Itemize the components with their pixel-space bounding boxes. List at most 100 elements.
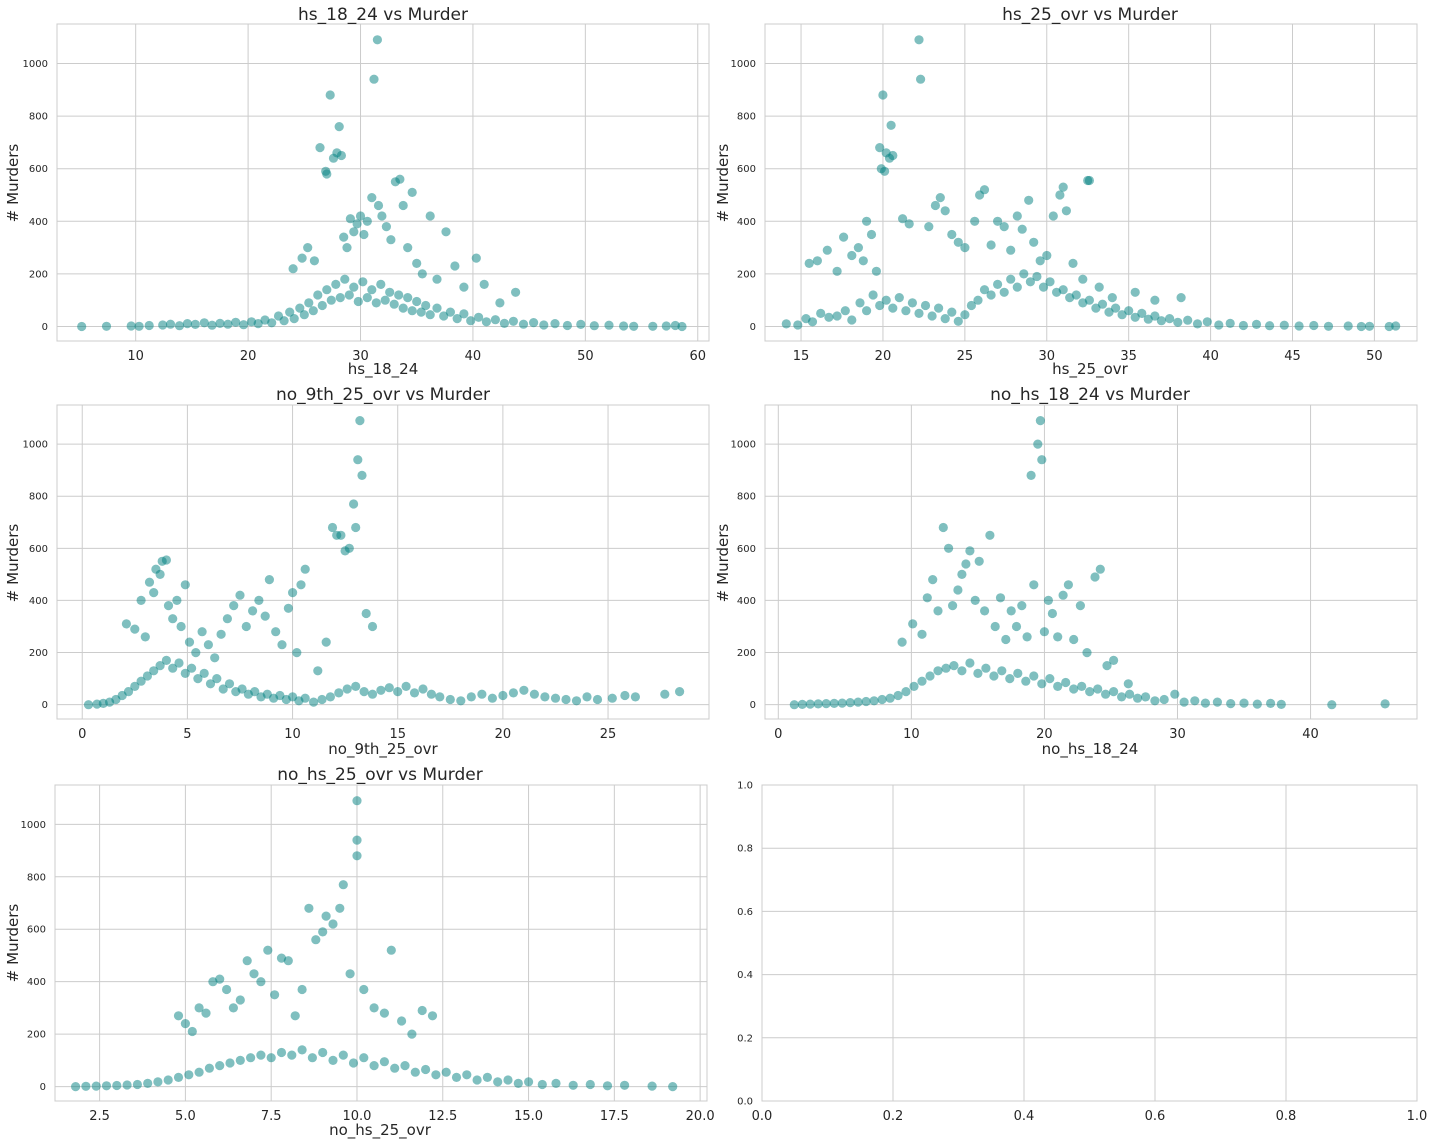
chart-title: hs_18_24 vs Murder (298, 5, 468, 25)
data-point (1279, 320, 1289, 330)
data-point (132, 1079, 142, 1090)
data-point (985, 530, 995, 540)
data-point (143, 1078, 153, 1088)
data-point (288, 264, 298, 274)
data-point (973, 295, 983, 305)
data-point (875, 143, 885, 153)
data-point (551, 1078, 561, 1088)
data-point (471, 253, 481, 263)
data-point (894, 293, 904, 303)
data-point (829, 698, 839, 709)
x-tick-label: 45 (1284, 349, 1301, 364)
data-point (481, 317, 491, 327)
data-point (1069, 684, 1079, 694)
x-tick-label: 35 (1120, 349, 1137, 364)
data-point (1001, 634, 1011, 645)
y-tick-label: 200 (29, 269, 48, 280)
x-tick-label: 10 (284, 727, 301, 742)
data-point (456, 696, 466, 706)
data-point (1094, 282, 1104, 292)
data-point (216, 629, 226, 639)
data-point (355, 416, 365, 426)
data-point (1239, 698, 1249, 708)
data-point (550, 319, 560, 329)
x-tick-label: 15 (793, 349, 810, 364)
data-point (885, 693, 895, 703)
data-point (1029, 580, 1039, 590)
data-point (813, 699, 823, 709)
x-tick-label: 0.4 (1014, 1109, 1035, 1124)
data-point (401, 681, 411, 692)
y-tick-label: 1.0 (737, 781, 753, 792)
data-point (416, 307, 426, 317)
data-point (410, 1067, 420, 1077)
data-point (539, 320, 549, 330)
data-point (781, 319, 791, 329)
data-point (1190, 696, 1200, 706)
data-point (1170, 689, 1180, 699)
data-point (886, 120, 896, 130)
data-point (359, 229, 369, 240)
data-point (389, 299, 399, 309)
data-point (960, 243, 970, 253)
data-point (304, 903, 314, 913)
data-point (973, 668, 983, 679)
data-point (325, 90, 335, 100)
chart-title: no_9th_25_ovr vs Murder (276, 385, 490, 405)
data-point (938, 522, 948, 533)
data-point (518, 319, 529, 329)
data-point (853, 243, 864, 253)
data-point (345, 214, 355, 224)
data-point (630, 692, 641, 702)
data-point (940, 206, 950, 216)
data-point (1084, 295, 1094, 305)
y-tick-label: 200 (29, 648, 48, 659)
data-point (322, 169, 332, 179)
data-point (264, 575, 274, 585)
data-point (845, 698, 855, 708)
data-point (965, 658, 975, 668)
data-point (840, 306, 850, 316)
y-tick-label: 0.8 (737, 844, 753, 855)
data-point (172, 595, 182, 606)
data-point (1125, 689, 1135, 699)
data-point (270, 990, 280, 1000)
data-point (1029, 671, 1039, 681)
data-point (675, 687, 685, 697)
data-point (508, 316, 518, 326)
y-tick-label: 600 (29, 164, 48, 175)
data-point (355, 211, 366, 221)
y-tick-label: 400 (27, 977, 46, 988)
data-point (256, 977, 266, 987)
data-point (907, 298, 918, 308)
data-point (155, 569, 165, 580)
data-point (1327, 700, 1337, 710)
data-point (979, 285, 990, 295)
data-point (585, 1079, 595, 1090)
y-tick-label: 0 (42, 700, 48, 711)
data-point (986, 240, 996, 250)
data-point (136, 595, 146, 606)
data-point (1011, 621, 1022, 632)
data-point (1102, 661, 1112, 671)
data-point (303, 243, 313, 253)
data-point (235, 590, 245, 600)
data-point (191, 648, 201, 658)
data-point (277, 640, 287, 650)
x-tick-label: 1.0 (1407, 1109, 1428, 1124)
data-point (1038, 282, 1049, 292)
data-point (299, 310, 309, 320)
data-point (300, 564, 310, 574)
data-point (126, 321, 136, 331)
data-point (853, 697, 863, 707)
data-point (358, 277, 368, 287)
data-point (380, 295, 390, 305)
data-point (432, 303, 442, 313)
data-point (1077, 681, 1087, 692)
data-points (77, 35, 687, 332)
y-tick-label: 800 (27, 872, 46, 883)
data-point (668, 1082, 678, 1092)
data-point (981, 663, 991, 673)
data-point (917, 676, 927, 686)
data-point (288, 588, 298, 598)
